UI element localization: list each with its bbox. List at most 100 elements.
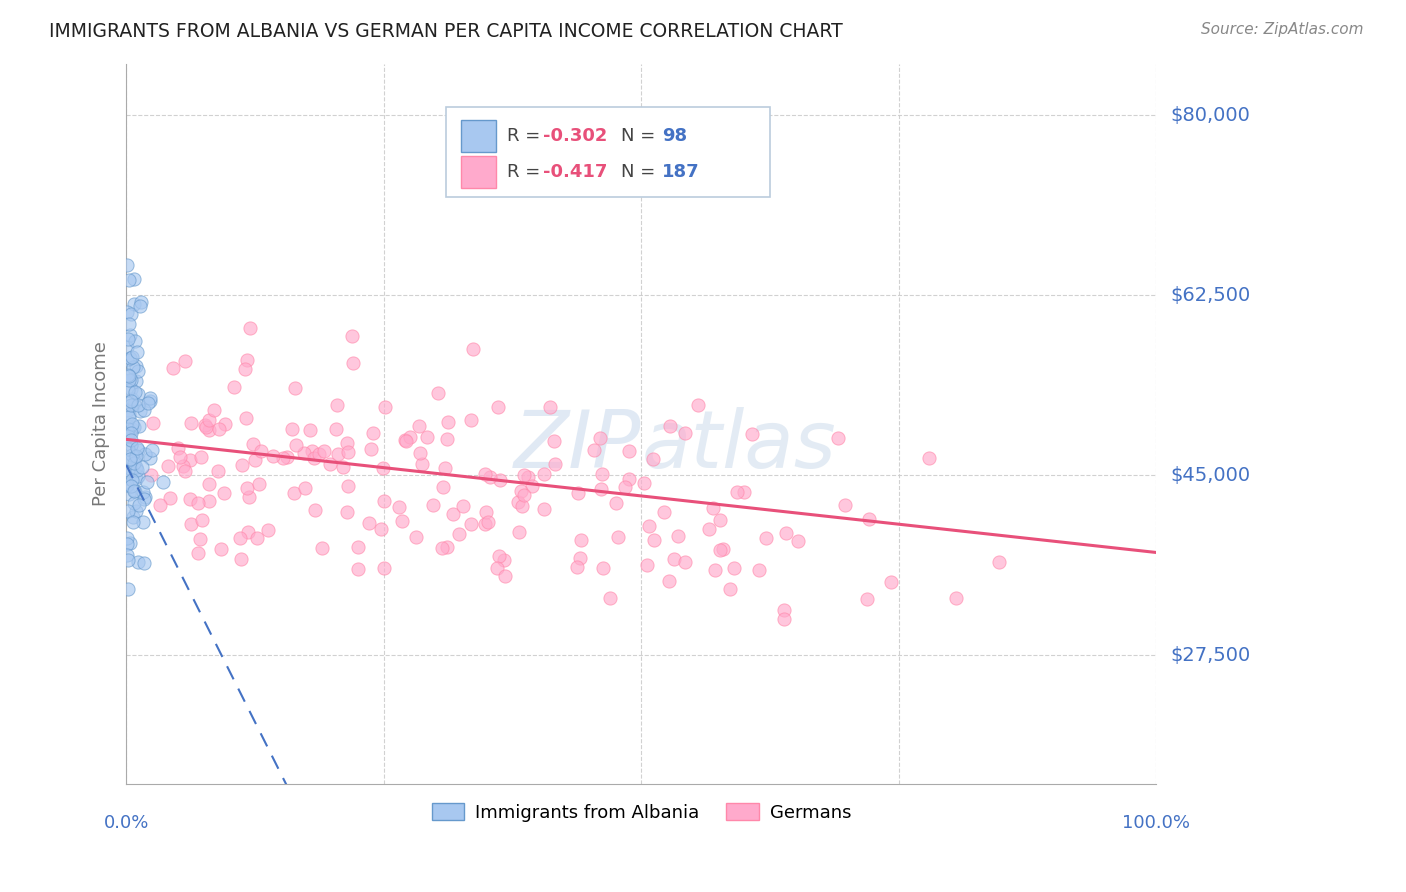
Point [134, 447, 156, 461]
Point [120, 536, 142, 550]
Point [117, 258, 139, 272]
Point [276, 450, 298, 464]
Point [773, 612, 796, 626]
Point [127, 398, 149, 412]
Point [117, 478, 139, 492]
Point [118, 451, 141, 466]
Point [118, 318, 141, 332]
Point [607, 531, 630, 545]
Point [121, 350, 143, 364]
Point [513, 467, 536, 482]
Point [118, 351, 141, 365]
Point [284, 381, 307, 395]
Point [359, 516, 381, 530]
Point [117, 332, 139, 346]
Point [127, 364, 149, 378]
Point [118, 487, 141, 501]
Point [117, 549, 139, 563]
Point [142, 416, 165, 430]
Point [488, 474, 510, 488]
Point [127, 443, 149, 458]
Point [118, 407, 141, 421]
Point [262, 450, 284, 464]
Point [152, 475, 174, 489]
Point [543, 457, 565, 471]
Text: 100.0%: 100.0% [1122, 814, 1191, 832]
Point [474, 467, 496, 481]
Point [129, 294, 152, 309]
Text: 187: 187 [662, 163, 700, 181]
Point [371, 461, 394, 475]
Point [117, 537, 139, 551]
Point [591, 482, 613, 496]
Point [433, 461, 456, 475]
Point [347, 540, 370, 554]
Point [125, 460, 148, 475]
Point [121, 392, 143, 406]
Point [238, 490, 260, 504]
Point [633, 476, 655, 491]
Point [662, 551, 685, 566]
Point [187, 496, 209, 510]
Point [460, 516, 482, 531]
Text: 0.0%: 0.0% [104, 814, 149, 832]
Point [538, 401, 561, 415]
Point [118, 410, 141, 425]
Point [478, 470, 501, 484]
Text: $80,000: $80,000 [1170, 106, 1250, 125]
Point [619, 443, 641, 458]
Point [666, 528, 689, 542]
Point [643, 533, 665, 547]
Point [405, 530, 427, 544]
Point [533, 467, 555, 482]
Point [588, 431, 610, 445]
Point [599, 591, 621, 605]
Point [207, 464, 229, 478]
Point [582, 443, 605, 458]
Point [988, 554, 1011, 568]
Point [118, 373, 141, 387]
Point [437, 415, 460, 429]
Text: ZIP: ZIP [515, 407, 641, 484]
Text: -0.302: -0.302 [544, 127, 607, 145]
Point [198, 423, 221, 437]
Legend: Immigrants from Albania, Germans: Immigrants from Albania, Germans [425, 796, 858, 829]
Point [488, 549, 510, 563]
Point [280, 422, 302, 436]
Point [208, 422, 231, 436]
Point [697, 522, 720, 536]
Point [786, 534, 808, 549]
Text: atlas: atlas [641, 407, 837, 484]
Point [117, 429, 139, 443]
Point [117, 352, 139, 367]
Point [409, 446, 432, 460]
Point [229, 531, 252, 545]
Point [180, 416, 202, 430]
Point [374, 400, 396, 414]
Y-axis label: Per Capita Income: Per Capita Income [93, 342, 110, 507]
Point [918, 451, 941, 466]
Point [733, 485, 755, 500]
Point [120, 382, 142, 396]
Point [510, 484, 533, 499]
Text: -0.417: -0.417 [544, 163, 607, 181]
Point [508, 524, 530, 539]
Point [118, 369, 141, 384]
Text: $45,000: $45,000 [1170, 466, 1250, 485]
Point [249, 444, 271, 458]
Point [394, 434, 416, 448]
Point [858, 511, 880, 525]
Point [492, 553, 515, 567]
Point [486, 401, 509, 415]
Point [657, 574, 679, 588]
Point [613, 480, 636, 494]
Point [202, 403, 225, 417]
Point [120, 373, 142, 387]
Point [127, 386, 149, 401]
Point [214, 417, 236, 431]
Point [136, 395, 159, 409]
Point [124, 334, 146, 349]
Point [408, 419, 430, 434]
Point [121, 422, 143, 436]
Point [711, 541, 734, 556]
